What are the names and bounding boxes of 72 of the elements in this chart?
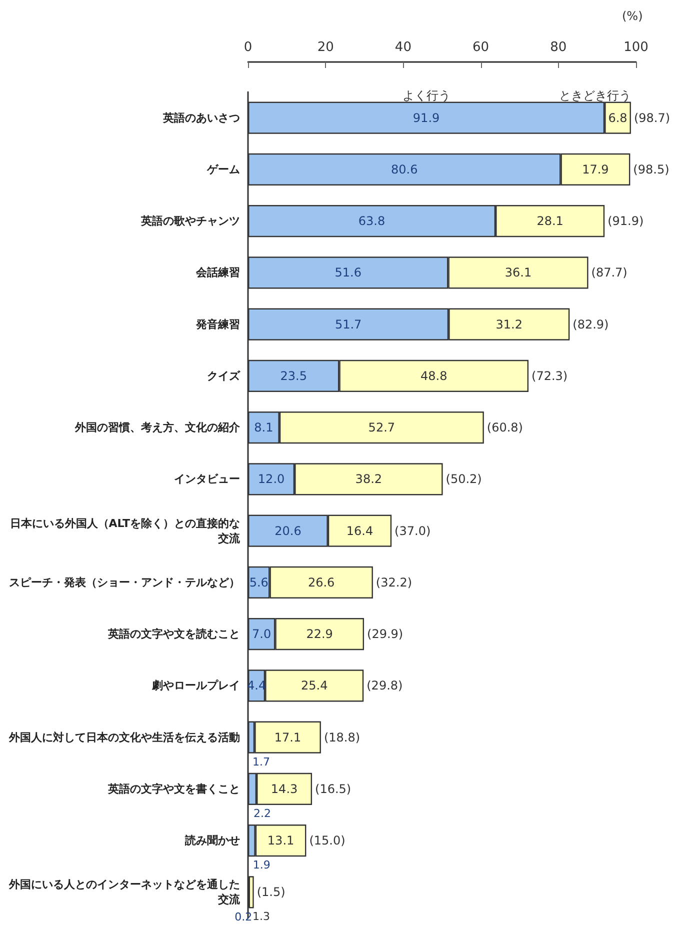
data-label: 1.3: [252, 910, 270, 924]
data-label: 31.2: [496, 317, 522, 332]
y-tick-label: 日本にいる外国人（ALTを除く）との直接的な交流: [10, 516, 241, 545]
series-label: ときどき行う: [558, 88, 631, 102]
x-tick-label: 80: [550, 40, 567, 55]
data-label: 52.7: [368, 420, 396, 435]
data-label: 6.8: [608, 110, 628, 125]
total-label: (29.9): [367, 627, 404, 642]
x-axis-title: (%): [622, 9, 643, 23]
y-tick-label: 外国の習慣、考え方、文化の紹介: [74, 421, 241, 434]
data-label: 25.4: [300, 678, 328, 693]
y-tick-label: 英語の文字や文を書くこと: [107, 782, 240, 796]
total-label: (72.3): [532, 368, 568, 383]
total-label: (82.9): [572, 317, 609, 332]
data-label: 63.8: [358, 214, 386, 228]
y-tick-label: 会話練習: [195, 266, 240, 280]
y-tick-label: スピーチ・発表（ショー・アンド・テルなど）: [9, 576, 240, 589]
data-label: 1.9: [252, 858, 270, 872]
data-label: 14.3: [270, 782, 298, 796]
x-tick-label: 0: [244, 40, 252, 55]
total-label: (16.5): [315, 782, 352, 796]
total-label: (98.7): [634, 110, 670, 125]
data-label: 20.6: [274, 524, 302, 538]
data-label: 8.1: [254, 420, 274, 435]
data-label: 17.9: [582, 162, 609, 176]
data-label: 7.0: [252, 627, 272, 642]
data-label: 48.8: [420, 368, 448, 383]
data-label: 5.6: [249, 575, 268, 590]
total-label: (50.2): [446, 472, 482, 486]
total-label: (91.9): [608, 214, 644, 228]
y-tick-label: 外国人に対して日本の文化や生活を伝える活動: [8, 730, 240, 744]
total-label: (60.8): [486, 420, 523, 435]
y-tick-label: クイズ: [207, 369, 241, 382]
data-label: 13.1: [267, 834, 294, 848]
y-tick-label: 劇やロールプレイ: [151, 679, 240, 692]
y-tick-label: インタビュー: [174, 472, 240, 486]
data-label: 28.1: [536, 214, 564, 228]
data-label: 51.7: [334, 317, 362, 332]
data-label: 2.2: [254, 806, 272, 820]
total-label: (15.0): [309, 834, 346, 848]
y-tick-label: 英語の歌やチャンツ: [140, 214, 240, 228]
data-label: 1.7: [252, 755, 270, 768]
x-tick-label: 100: [624, 40, 648, 55]
total-label: (29.8): [366, 678, 403, 693]
data-label: 12.0: [258, 472, 285, 486]
total-label: (98.5): [633, 162, 670, 176]
data-label: 91.9: [412, 110, 440, 125]
y-tick-label: 英語のあいさつ: [162, 111, 240, 124]
data-label: 23.5: [280, 368, 307, 383]
data-label: 36.1: [504, 266, 532, 280]
total-label: (32.2): [376, 575, 412, 590]
total-label: (37.0): [394, 524, 431, 538]
total-label: (1.5): [256, 885, 286, 900]
data-label: 80.6: [391, 162, 418, 176]
total-label: (87.7): [591, 266, 628, 280]
data-label: 22.9: [306, 627, 333, 642]
y-tick-label: 英語の文字や文を読むこと: [107, 628, 240, 641]
data-label: 17.1: [274, 730, 302, 744]
data-label: 16.4: [346, 524, 374, 538]
data-label: 51.6: [334, 266, 362, 280]
data-label: 26.6: [308, 575, 335, 590]
y-tick-label: 発音練習: [195, 318, 240, 331]
x-tick-label: 40: [394, 40, 412, 55]
total-label: (18.8): [324, 730, 360, 744]
y-tick-label: 外国にいる人とのインターネットなどを通した交流: [8, 878, 241, 906]
x-tick-label: 20: [317, 40, 334, 55]
data-label: 0.2: [234, 910, 252, 924]
y-tick-label: 読み聞かせ: [184, 834, 240, 848]
y-tick-label: ゲーム: [206, 162, 240, 176]
x-tick-label: 60: [472, 40, 490, 55]
data-label: 38.2: [355, 472, 382, 486]
series-label: よく行う: [402, 88, 450, 102]
